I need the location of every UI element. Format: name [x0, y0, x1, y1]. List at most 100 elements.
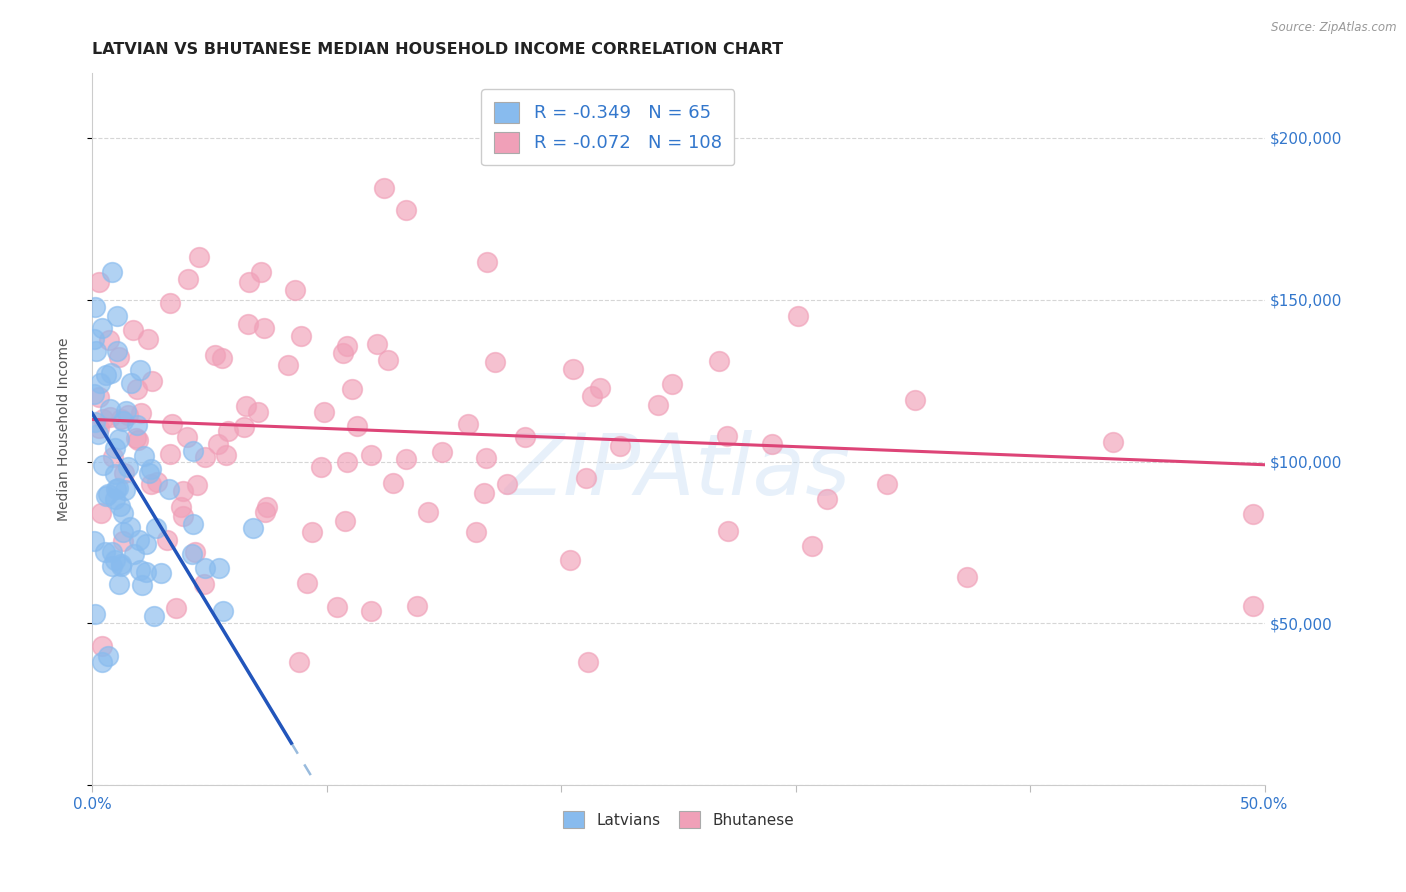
Point: [290, 329, 312, 343]
Point: [107, 432, 129, 446]
Point: [134, 449, 156, 463]
Point: [176, 430, 198, 444]
Point: [314, 405, 336, 419]
Point: [84, 344, 107, 359]
Point: [114, 483, 136, 498]
Point: [108, 577, 131, 591]
Point: [91, 458, 114, 473]
Point: [107, 481, 129, 495]
Point: [184, 545, 207, 559]
Point: [346, 418, 368, 433]
Point: [876, 476, 898, 491]
Point: [242, 521, 264, 535]
Point: [84, 415, 107, 429]
Point: [103, 553, 125, 567]
Point: [801, 540, 824, 554]
Point: [93, 411, 115, 425]
Point: [87, 275, 110, 289]
Point: [97, 649, 120, 664]
Point: [207, 437, 229, 451]
Point: [301, 525, 323, 540]
Point: [1241, 599, 1264, 614]
Point: [159, 295, 181, 310]
Point: [194, 561, 217, 575]
Point: [155, 533, 177, 548]
Point: [609, 439, 631, 453]
Point: [129, 563, 152, 577]
Point: [139, 476, 162, 491]
Point: [172, 484, 194, 499]
Point: [114, 404, 136, 418]
Point: [100, 402, 122, 417]
Point: [366, 337, 388, 351]
Point: [575, 471, 598, 485]
Point: [647, 398, 669, 412]
Point: [177, 272, 200, 286]
Point: [238, 275, 260, 289]
Point: [558, 552, 581, 566]
Point: [91, 640, 114, 654]
Point: [496, 476, 519, 491]
Point: [342, 382, 364, 396]
Point: [246, 405, 269, 419]
Point: [104, 441, 127, 455]
Point: [160, 417, 183, 431]
Point: [406, 599, 429, 613]
Point: [135, 537, 157, 551]
Point: [112, 506, 135, 520]
Point: [815, 492, 838, 507]
Point: [432, 445, 454, 459]
Point: [84, 301, 107, 315]
Point: [207, 560, 229, 574]
Point: [475, 451, 498, 466]
Point: [472, 486, 495, 500]
Point: [589, 380, 612, 394]
Point: [97, 333, 120, 347]
Point: [576, 655, 599, 669]
Point: [253, 320, 276, 334]
Point: [761, 437, 783, 451]
Point: [127, 433, 149, 447]
Point: [325, 600, 347, 615]
Point: [311, 460, 333, 475]
Point: [1102, 435, 1125, 450]
Point: [139, 462, 162, 476]
Point: [100, 265, 122, 279]
Point: [90, 506, 112, 520]
Point: [104, 467, 127, 482]
Point: [170, 500, 193, 515]
Point: [94, 545, 117, 559]
Point: [125, 382, 148, 396]
Point: [141, 375, 163, 389]
Point: [284, 284, 307, 298]
Point: [87, 421, 110, 435]
Point: [89, 376, 111, 391]
Point: [83, 331, 105, 345]
Point: [138, 466, 160, 480]
Point: [204, 348, 226, 362]
Point: [172, 509, 194, 524]
Point: [186, 477, 208, 491]
Point: [110, 559, 132, 574]
Point: [110, 411, 132, 425]
Point: [360, 603, 382, 617]
Point: [215, 448, 238, 462]
Point: [297, 575, 319, 590]
Point: [104, 491, 127, 506]
Point: [236, 317, 259, 331]
Point: [87, 390, 110, 404]
Point: [395, 452, 418, 467]
Point: [332, 346, 354, 360]
Point: [165, 601, 187, 615]
Point: [96, 368, 118, 383]
Point: [183, 517, 205, 532]
Point: [253, 505, 276, 519]
Point: [581, 388, 603, 402]
Point: [465, 524, 488, 539]
Text: ZIPAtlas: ZIPAtlas: [505, 430, 852, 514]
Y-axis label: Median Household Income: Median Household Income: [58, 337, 72, 521]
Point: [416, 505, 439, 519]
Point: [125, 431, 148, 445]
Point: [83, 533, 105, 548]
Point: [513, 430, 536, 444]
